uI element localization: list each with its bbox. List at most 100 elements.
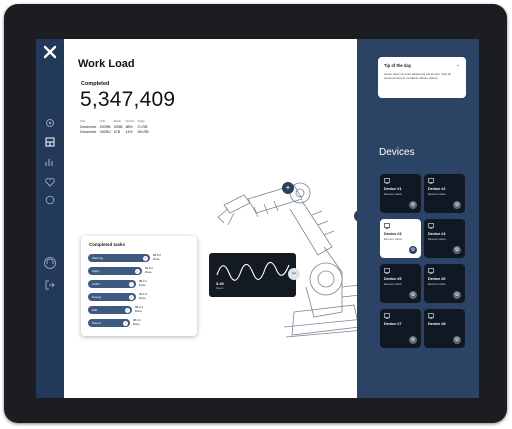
task-value: 98.2.1 Done	[139, 279, 147, 287]
task-sub: Done	[145, 269, 152, 274]
task-item[interactable]: Saved ✓ 98.0.1 Done	[88, 318, 190, 327]
device-icon	[384, 268, 390, 274]
graph-label: Speed	[216, 287, 224, 290]
task-item[interactable]: Warning ✓ 98.5.2 Done	[88, 253, 190, 262]
headset-icon[interactable]	[43, 256, 57, 270]
device-settings-icon[interactable]: ⚙	[409, 291, 417, 299]
task-label: Warning	[92, 256, 104, 260]
check-icon[interactable]: ✓	[135, 268, 140, 274]
sidebar	[36, 39, 64, 398]
device-card[interactable]: Device #2 Element status ⚙	[424, 174, 465, 213]
task-sub: Done	[133, 321, 140, 326]
waveform	[216, 261, 290, 281]
check-icon[interactable]: ✓	[125, 307, 130, 313]
device-name: Device #3	[384, 232, 402, 236]
device-card[interactable]: Device #7 ⚙	[380, 309, 421, 348]
page-title: Work Load	[78, 58, 135, 70]
stats-header-row: Year Units Month Percent Today	[80, 120, 152, 125]
task-progress-bar: Warning ✓	[88, 254, 150, 262]
table-row: December 330RU 57B 14% 94LRB	[80, 130, 152, 135]
device-card[interactable]: Device #1 Element status ⚙	[380, 174, 421, 213]
stats-header: Percent	[125, 120, 135, 123]
device-name: Device #6	[428, 277, 446, 281]
stats-cell: 57B	[113, 130, 121, 134]
stats-cell: 94LRB	[137, 130, 149, 134]
settings-icon[interactable]	[44, 194, 56, 206]
gear-icon[interactable]	[44, 117, 56, 129]
task-progress-bar: Saved ✓	[88, 319, 130, 327]
device-name: Device #4	[428, 232, 446, 236]
task-version: 98.2.1	[139, 279, 147, 283]
stats-cell: 200RB	[99, 125, 111, 129]
tip-text: Ipsum dolor sit amet adipiscing elit tem…	[384, 72, 452, 80]
device-card[interactable]: Device #3 Element status ⚙	[380, 219, 421, 258]
check-icon[interactable]: ✓	[129, 281, 134, 287]
device-name: Device #7	[384, 322, 402, 326]
stats-cell: 88%	[125, 125, 133, 129]
device-icon	[428, 178, 434, 184]
stats-cell: 3 LRB	[137, 125, 148, 129]
collapse-minus-button[interactable]: −	[288, 268, 300, 280]
chart-icon[interactable]	[44, 156, 56, 168]
task-label: Edit	[92, 308, 98, 312]
task-value: 98.0.1 Done	[133, 318, 141, 326]
device-settings-icon[interactable]: ⚙	[409, 201, 417, 209]
device-icon	[428, 223, 434, 229]
tablet-frame: Work Load Completed 5,347,409 Year Units…	[4, 4, 507, 423]
task-item[interactable]: Edit ✓ 98.4.4 Done	[88, 305, 190, 314]
task-item[interactable]: Energy ✓ 99.1.5 Done	[88, 292, 190, 301]
stats-cell: 14%	[125, 130, 133, 134]
stats-cell: December	[80, 125, 97, 129]
app-screen: Work Load Completed 5,347,409 Year Units…	[36, 39, 479, 398]
device-name: Device #2	[428, 187, 446, 191]
device-card[interactable]: Device #4 Element status ⚙	[424, 219, 465, 258]
check-icon[interactable]: ✓	[143, 255, 148, 261]
task-sub: Done	[139, 295, 146, 300]
task-sub: Done	[135, 308, 142, 313]
task-progress-bar: Cabin ✓	[88, 280, 136, 288]
check-icon[interactable]: ✓	[123, 320, 128, 326]
task-sub: Done	[153, 256, 160, 261]
device-icon	[384, 313, 390, 319]
heart-icon[interactable]	[44, 176, 56, 188]
close-icon[interactable]	[43, 45, 57, 59]
dashboard-icon[interactable]	[44, 136, 56, 148]
device-status: Element status	[428, 193, 446, 196]
stats-header: Month	[113, 120, 121, 123]
chevron-down-icon[interactable]: ⌄	[455, 62, 460, 68]
device-name: Device #8	[428, 322, 446, 326]
device-settings-icon[interactable]: ⚙	[453, 291, 461, 299]
device-card[interactable]: Device #8 ⚙	[424, 309, 465, 348]
tip-of-day-card[interactable]: Tip of the day ⌄ Ipsum dolor sit amet ad…	[378, 57, 466, 98]
task-item[interactable]: Apply ✓ 99.0.2 Done	[88, 266, 190, 275]
device-settings-icon[interactable]: ⚙	[453, 246, 461, 254]
logout-icon[interactable]	[44, 279, 56, 291]
device-icon	[428, 313, 434, 319]
completed-tasks-card: Completed tasks Warning ✓ 98.5.2 Done Apply ✓…	[81, 236, 197, 336]
task-progress-bar: Energy ✓	[88, 293, 136, 301]
device-settings-icon[interactable]: ⚙	[453, 201, 461, 209]
device-icon	[384, 223, 390, 229]
task-version: 99.1.5	[139, 292, 147, 296]
task-item[interactable]: Cabin ✓ 98.2.1 Done	[88, 279, 190, 288]
stats-header: Units	[99, 120, 106, 123]
task-label: Energy	[92, 295, 102, 299]
device-settings-icon[interactable]: ⚙	[409, 246, 417, 254]
task-version: 98.0.1	[133, 318, 141, 322]
device-settings-icon[interactable]: ⚙	[453, 336, 461, 344]
device-name: Device #5	[384, 277, 402, 281]
device-card[interactable]: Device #6 Element status ⚙	[424, 264, 465, 303]
hotspot-plus-button[interactable]: +	[282, 182, 294, 194]
task-version: 98.4.4	[135, 305, 143, 309]
check-icon[interactable]: ✓	[129, 294, 134, 300]
device-settings-icon[interactable]: ⚙	[409, 336, 417, 344]
device-status: Element status	[384, 283, 402, 286]
right-panel: Tip of the day ⌄ Ipsum dolor sit amet ad…	[357, 39, 479, 398]
task-value: 98.5.2 Done	[153, 253, 161, 261]
device-status: Element status	[384, 193, 402, 196]
task-value: 98.4.4 Done	[135, 305, 143, 313]
stats-cell: December	[80, 130, 97, 134]
stats-table: Year Units Month Percent Today December …	[80, 120, 152, 135]
device-card[interactable]: Device #5 Element status ⚙	[380, 264, 421, 303]
task-label: Cabin	[92, 282, 100, 286]
